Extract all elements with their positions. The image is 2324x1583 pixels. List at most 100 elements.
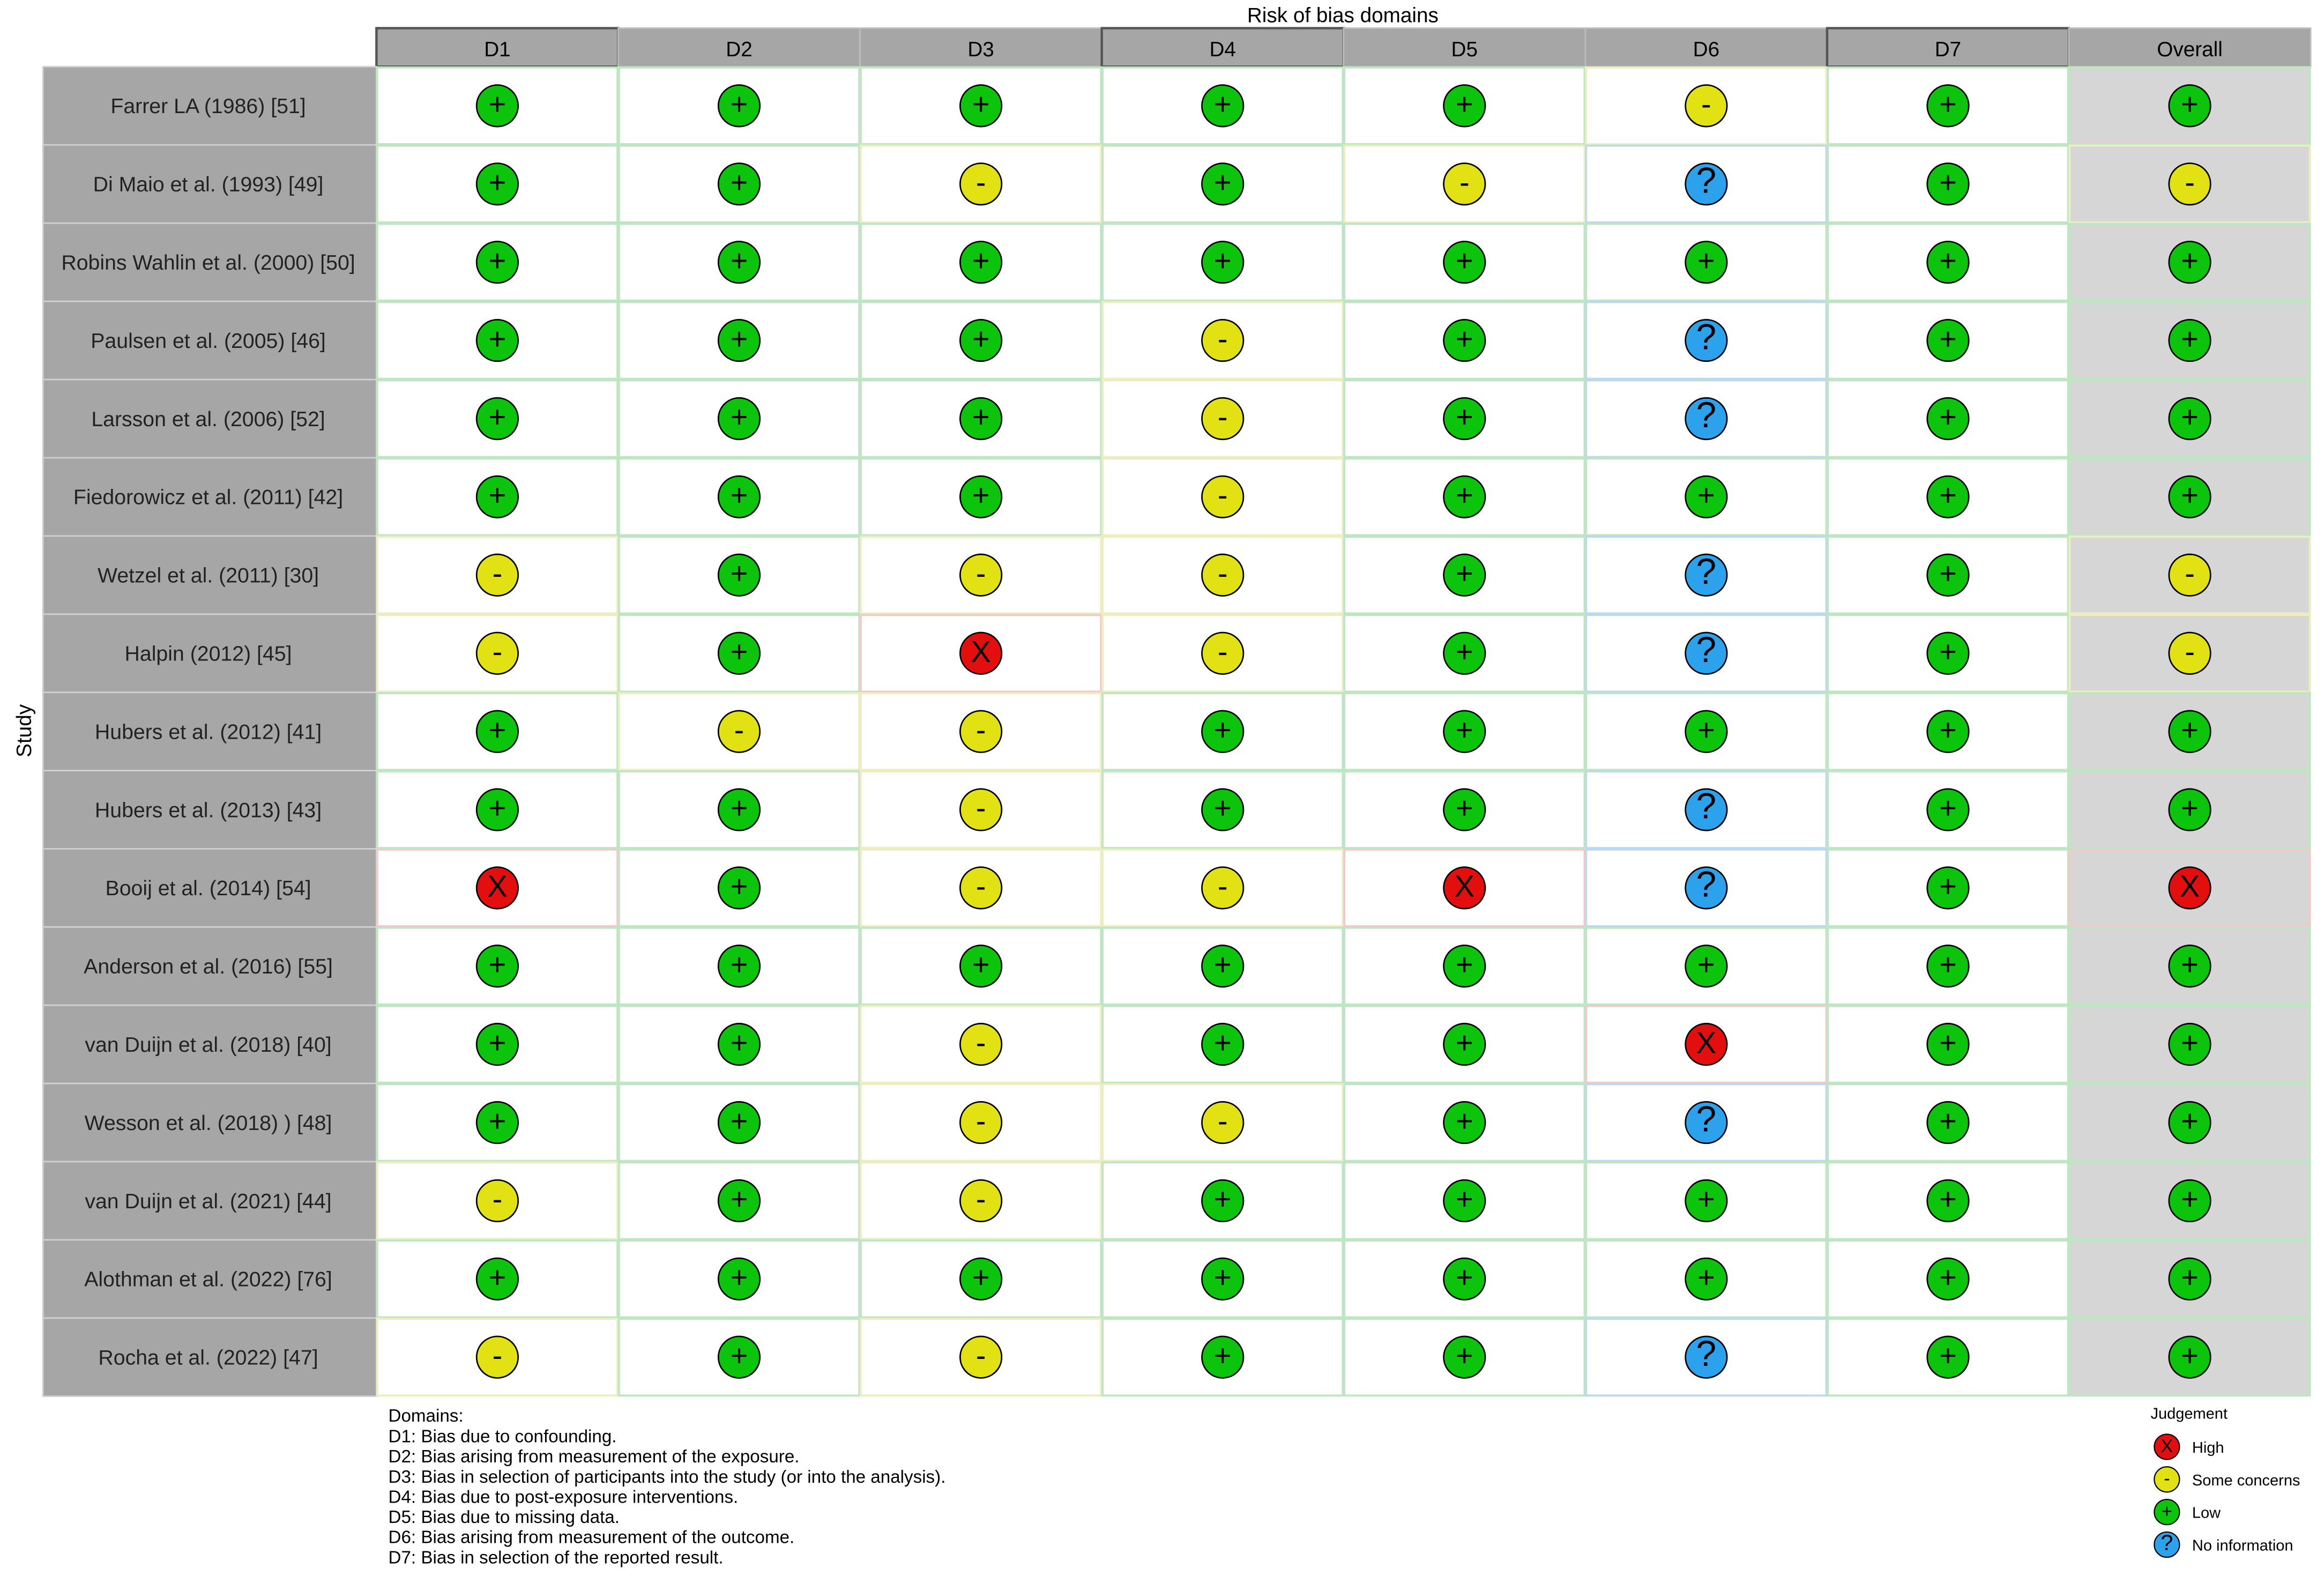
domain-description: D7: Bias in selection of the reported re… (389, 1548, 724, 1567)
cell-no-information: ? (1585, 614, 1828, 693)
study-label: Alothman et al. (2022) [76] (84, 1268, 332, 1291)
cell-low: + (1343, 457, 1586, 537)
cell-low: + (376, 144, 619, 224)
judgement-symbol-some-concerns: - (2185, 166, 2195, 199)
legend-entry-some-concerns: - Some concerns (2154, 1466, 2300, 1493)
judgement-symbol-low: + (1214, 1182, 1232, 1216)
judgement-symbol-low: + (972, 948, 990, 982)
cell-low: + (376, 1083, 619, 1162)
legend-label: Some concerns (2192, 1472, 2300, 1489)
judgement-symbol-low: + (731, 556, 748, 590)
judgement-symbol-high: X (487, 869, 507, 903)
cell-low: + (1827, 848, 2069, 927)
judgement-symbol-low: + (1456, 635, 1473, 668)
study-label: van Duijn et al. (2021) [44] (85, 1190, 331, 1213)
judgement-symbol-low: + (489, 166, 506, 199)
judgement-symbol-low: + (1214, 791, 1232, 825)
cell-low: + (860, 926, 1103, 1006)
chart-title: Risk of bias domains (1247, 4, 1439, 27)
judgement-symbol-low: + (2181, 791, 2199, 825)
cell-low: + (1101, 926, 1344, 1006)
judgement-symbol-some-concerns: - (976, 556, 986, 590)
cell-low: + (617, 1318, 861, 1397)
judgement-symbol-low: + (489, 948, 506, 982)
judgement-symbol-low: + (1697, 1260, 1715, 1294)
judgement-symbol-low: + (489, 87, 506, 121)
cell-low: + (2068, 379, 2311, 458)
judgement-symbol-some-concerns: - (976, 713, 986, 747)
cell-low: + (1827, 1161, 2069, 1240)
cell-low: + (617, 1005, 861, 1084)
column-headers: D1 D2 D3 D4 D5 D6 D7 Overall (375, 27, 2312, 68)
study-label: Farrer LA (1986) [51] (110, 94, 306, 118)
cell-low: + (376, 770, 619, 849)
cell-some-concerns: - (1101, 614, 1344, 693)
cell-some-concerns: - (860, 144, 1103, 224)
cell-low: + (617, 848, 861, 927)
judgement-symbol-low: + (972, 87, 990, 121)
judgement-symbol-no-information: ? (1696, 552, 1717, 592)
judgement-symbol-high: X (1696, 1025, 1716, 1059)
cell-low: + (1827, 66, 2069, 145)
cell-low: + (2068, 1005, 2311, 1084)
column-header-label: D7 (1935, 38, 1961, 61)
cell-low: + (1101, 770, 1344, 849)
judgement-symbol-low: + (972, 243, 990, 277)
judgement-symbol-some-concerns: - (1218, 400, 1228, 434)
judgement-symbol-low: + (1939, 948, 1957, 982)
judgement-symbol-low: + (2181, 1260, 2199, 1294)
judgement-symbol-low: + (1697, 243, 1715, 277)
judgement-symbol-no-information: ? (1696, 161, 1717, 201)
cell-low: + (1343, 1083, 1586, 1162)
domain-description: D5: Bias due to missing data. (389, 1507, 620, 1527)
column-header-label: D5 (1451, 38, 1478, 61)
judgement-symbol-low: + (731, 1182, 748, 1216)
cell-low: + (1585, 457, 1828, 537)
judgement-symbol-some-concerns: - (734, 713, 744, 747)
judgement-symbol-some-concerns: - (1218, 869, 1228, 903)
judgement-symbol-some-concerns: - (2185, 635, 2195, 668)
cell-low: + (617, 1083, 861, 1162)
judgement-symbol-low: + (1939, 322, 1957, 355)
judgement-symbol-low: + (731, 400, 748, 434)
judgement-symbol-no-information: ? (1696, 865, 1717, 905)
legend-symbol-some-concerns: - (2164, 1469, 2170, 1489)
judgement-symbol-some-concerns: - (976, 869, 986, 903)
judgement-symbol-some-concerns: - (493, 556, 503, 590)
study-label-row: Paulsen et al. (2005) [46] (42, 300, 377, 381)
cell-low: + (860, 222, 1103, 302)
cell-some-concerns: - (376, 1318, 619, 1397)
cell-low: + (1343, 926, 1586, 1006)
judgement-symbol-low: + (1456, 87, 1473, 121)
judgement-symbol-low: + (1214, 243, 1232, 277)
cell-high: X (1585, 1005, 1828, 1084)
cell-low: + (2068, 301, 2311, 380)
cell-low: + (1827, 926, 2069, 1006)
cell-low: + (617, 536, 861, 615)
cell-low: + (376, 1239, 619, 1319)
cell-some-concerns: - (1101, 301, 1344, 380)
judgement-symbol-some-concerns: - (493, 1339, 503, 1372)
cell-low: + (1827, 222, 2069, 302)
judgement-symbol-low: + (1214, 1025, 1232, 1059)
cell-no-information: ? (1585, 1318, 1828, 1397)
cell-low: + (617, 770, 861, 849)
cell-low: + (860, 457, 1103, 537)
cell-no-information: ? (1585, 848, 1828, 927)
cell-low: + (376, 222, 619, 302)
cell-low: + (1101, 1161, 1344, 1240)
judgement-symbol-low: + (1939, 478, 1957, 512)
study-label-row: Hubers et al. (2012) [41] (42, 692, 377, 771)
cell-high: X (2068, 848, 2311, 927)
judgement-symbol-low: + (1939, 1339, 1957, 1372)
judgement-symbol-low: + (1697, 1182, 1715, 1216)
judgement-symbol-low: + (731, 478, 748, 512)
judgement-symbol-some-concerns: - (976, 166, 986, 199)
cell-low: + (617, 614, 861, 693)
cell-low: + (2068, 222, 2311, 302)
judgement-symbol-low: + (1214, 87, 1232, 121)
column-header-d5: D5 (1343, 27, 1586, 68)
cell-low: + (1827, 379, 2069, 458)
judgement-symbol-low: + (1456, 1182, 1473, 1216)
